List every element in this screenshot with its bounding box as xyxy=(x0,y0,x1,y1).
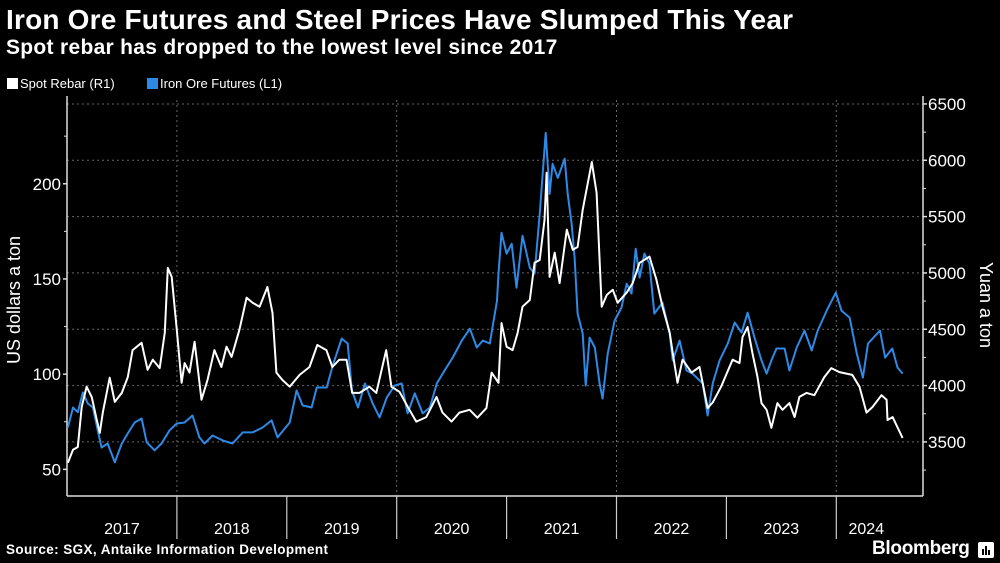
iron-ore-futures-line xyxy=(66,131,904,464)
right-axis-tick-label: 4000 xyxy=(928,377,966,396)
left-axis-tick-label: 200 xyxy=(33,175,61,194)
right-axis-tick-label: 3500 xyxy=(928,433,966,452)
legend-item-spot-rebar: Spot Rebar (R1) xyxy=(7,76,115,91)
x-axis-tick-label: 2024 xyxy=(849,521,885,538)
legend-item-iron-ore: Iron Ore Futures (L1) xyxy=(147,76,282,91)
legend-swatch-white xyxy=(7,78,18,89)
left-axis-label: US dollars a ton xyxy=(4,236,24,364)
source-note: Source: SGX, Antaike Information Develop… xyxy=(6,542,329,557)
spot-rebar-line xyxy=(66,161,904,464)
bloomberg-chart-icon xyxy=(978,542,994,558)
chart-subtitle: Spot rebar has dropped to the lowest lev… xyxy=(6,36,558,59)
left-axis-tick-label: 150 xyxy=(33,270,61,289)
x-axis-tick-label: 2017 xyxy=(104,521,140,538)
x-axis-tick-label: 2018 xyxy=(214,521,250,538)
legend-label: Spot Rebar (R1) xyxy=(20,76,115,91)
right-axis-label: Yuan a ton xyxy=(976,262,996,348)
bloomberg-logo: Bloomberg xyxy=(872,538,970,559)
legend-swatch-blue xyxy=(147,78,158,89)
right-axis-tick-label: 6500 xyxy=(928,95,966,114)
right-axis-tick-label: 5000 xyxy=(928,264,966,283)
x-axis-tick-label: 2019 xyxy=(324,521,360,538)
right-axis-tick-label: 5500 xyxy=(928,208,966,227)
x-axis-tick-label: 2021 xyxy=(544,521,580,538)
legend-label: Iron Ore Futures (L1) xyxy=(160,76,283,91)
left-axis-tick-label: 50 xyxy=(42,460,61,479)
x-axis-tick-label: 2023 xyxy=(764,521,800,538)
x-axis-tick-label: 2020 xyxy=(434,521,470,538)
chart-title: Iron Ore Futures and Steel Prices Have S… xyxy=(6,4,794,35)
right-axis-tick-label: 6000 xyxy=(928,151,966,170)
right-axis-tick-label: 4500 xyxy=(928,320,966,339)
x-axis-tick-label: 2022 xyxy=(654,521,690,538)
left-axis-tick-label: 100 xyxy=(33,365,61,384)
